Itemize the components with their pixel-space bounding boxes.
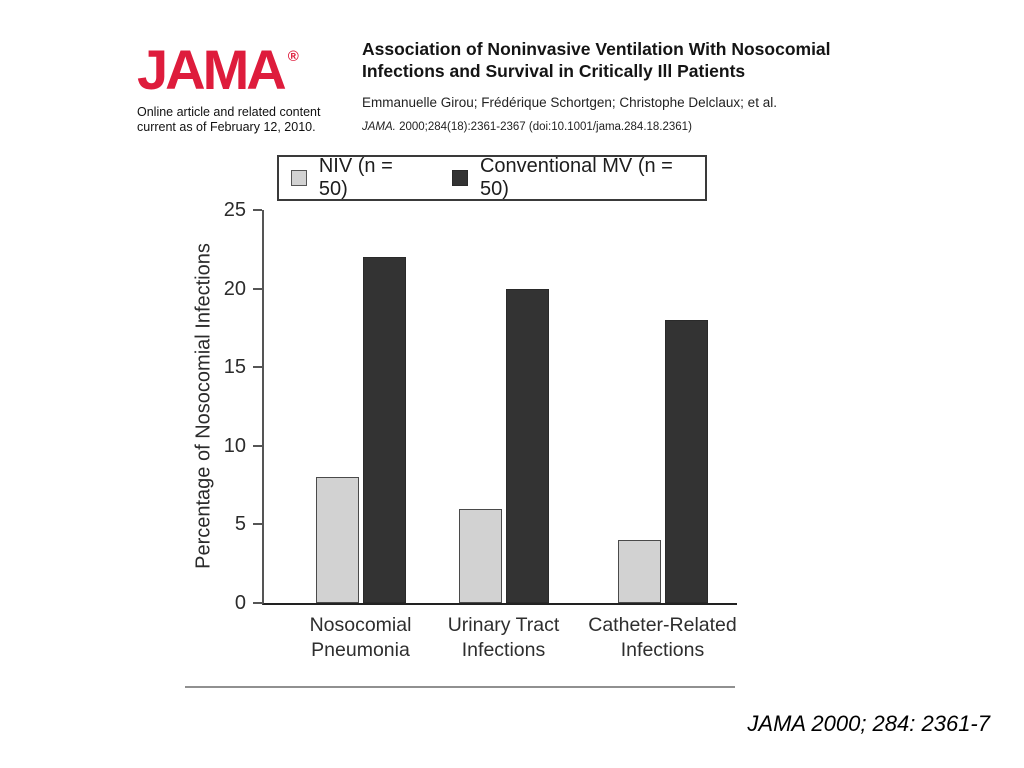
y-tick-mark-20: [253, 287, 262, 290]
legend-swatch-icon: [291, 170, 307, 186]
x-category-label-line: Pneumonia: [311, 639, 410, 661]
citation-journal: JAMA.: [362, 121, 396, 133]
y-tick-label-5: 5: [234, 513, 246, 536]
x-category-label-catheter-related-infections: Catheter-Related Infections: [578, 613, 748, 663]
bar-chart: 0 5 10 15 20 25 Nosocomial Pneumonia Urinary Tra…: [224, 199, 737, 661]
bar-niv-nosocomial-pneumonia: [315, 477, 359, 603]
legend-label: Conventional MV (n = 50): [479, 155, 673, 200]
x-category-label-line: Catheter-Related: [588, 614, 737, 636]
logo-subtext-line2: current as of February 12, 2010.: [137, 120, 316, 134]
y-tick-label-0: 0: [234, 592, 246, 614]
x-category-label-line: Nosocomial: [309, 614, 412, 636]
article-title: Association of Noninvasive Ventilation W…: [362, 38, 902, 82]
y-tick-mark-15: [253, 366, 262, 369]
x-category-label-nosocomial-pneumonia: Nosocomial Pneumonia: [276, 613, 446, 663]
registered-trademark-icon: ®: [287, 48, 299, 65]
bar-conventional-mv-urinary-tract-infections: [505, 289, 549, 603]
logo-subtext-line1: Online article and related content: [137, 105, 321, 119]
bar-conventional-mv-catheter-related-infections: [664, 320, 708, 603]
y-tick-mark-10: [253, 444, 262, 447]
y-tick-mark-25: [253, 209, 262, 211]
article-title-line2: Infections and Survival in Critically Il…: [362, 61, 746, 81]
chart-legend: NIV (n = 50) Conventional MV (n = 50): [277, 155, 707, 201]
article-title-line1: Association of Noninvasive Ventilation W…: [362, 39, 831, 59]
article-authors: Emmanuelle Girou; Frédérique Schortgen; …: [362, 95, 777, 110]
x-category-label-line: Urinary Tract: [447, 614, 560, 636]
x-category-label-line: Infections: [461, 639, 546, 661]
bar-niv-urinary-tract-infections: [458, 509, 502, 603]
y-tick-mark-5: [253, 523, 262, 526]
y-tick-mark-0: [253, 602, 262, 604]
legend-item-niv: NIV (n = 50): [291, 155, 426, 201]
x-category-label-urinary-tract-infections: Urinary Tract Infections: [419, 613, 589, 663]
bar-niv-catheter-related-infections: [617, 540, 661, 603]
footer-citation: JAMA 2000; 284: 2361-7: [747, 711, 990, 736]
jama-logo-block: JAMA ® Online article and related content…: [137, 28, 320, 135]
x-category-label-line: Infections: [620, 639, 705, 661]
legend-swatch-icon: [452, 170, 468, 186]
legend-item-conventional-mv: Conventional MV (n = 50): [452, 155, 705, 201]
logo-subtext: Online article and related content curre…: [137, 105, 320, 135]
jama-logo: JAMA ®: [137, 28, 320, 99]
legend-label: NIV (n = 50): [318, 155, 393, 200]
bar-conventional-mv-nosocomial-pneumonia: [362, 257, 406, 603]
y-tick-label-10: 10: [223, 434, 246, 457]
jama-logo-text: JAMA: [137, 38, 287, 101]
citation-rest: 2000;284(18):2361-2367 (doi:10.1001/jama…: [395, 121, 692, 133]
article-citation: JAMA. 2000;284(18):2361-2367 (doi:10.100…: [362, 121, 902, 133]
y-tick-label-15: 15: [223, 356, 246, 379]
y-tick-label-20: 20: [223, 277, 246, 300]
y-tick-label-25: 25: [223, 199, 246, 221]
article-header: Association of Noninvasive Ventilation W…: [362, 38, 902, 133]
horizontal-divider: [185, 686, 735, 688]
